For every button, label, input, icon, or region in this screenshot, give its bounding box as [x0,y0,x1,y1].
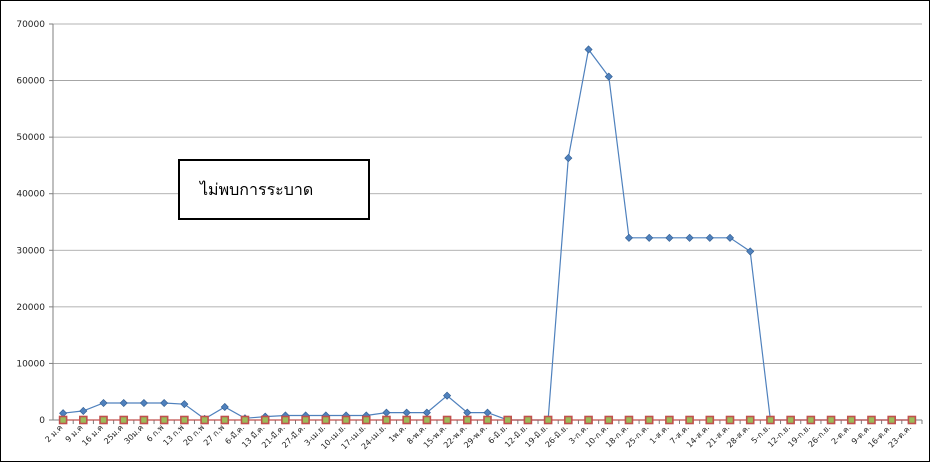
data-point [767,417,774,424]
data-point [403,409,410,416]
data-point [80,417,87,424]
data-point [80,407,87,414]
data-point [60,417,67,424]
data-point [161,399,168,406]
y-tick-label: 30000 [16,246,45,256]
data-point [747,248,754,255]
x-tick-label: 1พ.ค. [387,423,408,444]
series-layer [60,46,916,424]
data-point [363,417,370,424]
data-point [140,399,147,406]
data-point [646,417,653,424]
x-tick-label: 26-ก.ย. [807,423,833,449]
data-point [201,417,208,424]
data-point [565,417,572,424]
axes [49,24,922,424]
data-point [747,417,754,424]
data-point [868,417,875,424]
data-point [828,417,835,424]
data-point [100,417,107,424]
data-point [908,417,915,424]
x-tick-label: 1-ส.ค. [648,423,671,446]
data-point [686,417,693,424]
data-point [888,417,895,424]
data-point [625,234,632,241]
y-tick-label: 20000 [16,303,45,313]
data-point [120,399,127,406]
data-point [444,417,451,424]
data-point [262,417,269,424]
data-point [120,417,127,424]
x-tick-label: 26-มิ.ย. [544,423,570,449]
data-point [343,417,350,424]
y-tick-labels: 0 10000 20000 30000 40000 50000 60000 70000 [16,20,45,426]
data-point [666,234,673,241]
y-tick-label: 70000 [16,20,45,30]
data-point [565,154,572,161]
data-point [686,234,693,241]
data-point [464,417,471,424]
data-point [807,417,814,424]
y-tick-label: 10000 [16,359,45,369]
x-tick-label: 2 ม.ค [43,423,64,444]
data-point [383,417,390,424]
data-point [181,417,188,424]
data-point [646,234,653,241]
data-point [403,417,410,424]
data-point [706,417,713,424]
data-point [282,417,289,424]
x-tick-label: 25ม.ค [102,423,125,446]
data-point [100,399,107,406]
data-point [848,417,855,424]
data-point [787,417,794,424]
data-point [504,417,511,424]
y-tick-label: 0 [39,416,45,426]
data-point [383,409,390,416]
data-point [727,417,734,424]
data-point [726,234,733,241]
series-2 [60,417,916,424]
x-tick-label: 13 ก.พ [161,423,185,447]
data-point [241,417,248,424]
y-tick-label: 60000 [16,77,45,87]
annotation-text: ไม่พบการระบาด [200,178,313,203]
data-point [302,417,309,424]
y-tick-label: 40000 [16,190,45,200]
data-point [706,234,713,241]
data-point [221,403,228,410]
x-tick-label: 20 ก.พ [182,423,206,447]
data-point [545,417,552,424]
data-point [484,409,491,416]
data-point [221,417,228,424]
y-tick-label: 50000 [16,133,45,143]
data-point [605,417,612,424]
x-tick-label: 2-ต.ค. [830,423,853,446]
data-point [666,417,673,424]
data-point [524,417,531,424]
data-point [140,417,147,424]
data-point [585,417,592,424]
x-tick-label: 30ม.ค [122,423,145,446]
x-tick-label: 16 ม.ค [80,423,105,448]
series-1 [60,46,916,424]
data-point [625,417,632,424]
x-tick-label: 28-ส.ค. [725,423,751,449]
data-point [423,417,430,424]
data-point [484,417,491,424]
x-tick-label: 25-ก.ค. [624,423,650,449]
series-line [63,50,912,421]
x-tick-label: 27 ก.พ [202,423,226,447]
data-point [322,417,329,424]
data-point [161,417,168,424]
